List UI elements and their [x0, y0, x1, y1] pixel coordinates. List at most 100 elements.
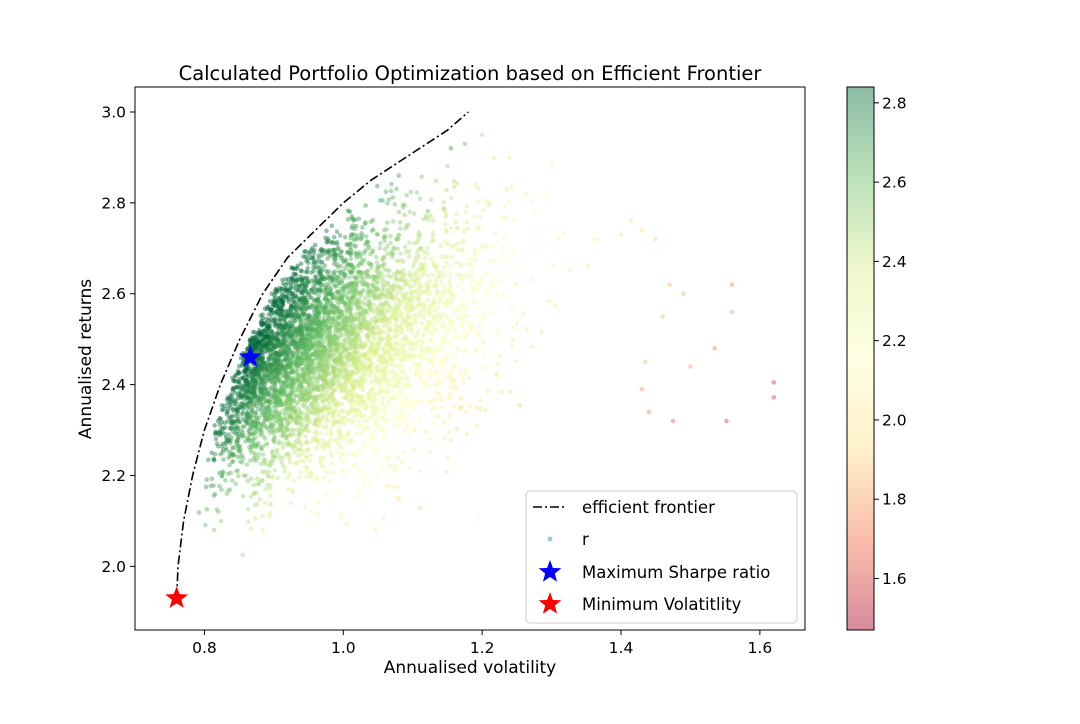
portfolio-point — [387, 445, 393, 451]
portfolio-point — [464, 432, 470, 437]
portfolio-point — [362, 405, 367, 410]
portfolio-point — [362, 414, 367, 419]
portfolio-point — [382, 415, 387, 421]
portfolio-point — [456, 316, 461, 321]
portfolio-point — [375, 392, 380, 397]
portfolio-point — [338, 511, 344, 516]
portfolio-point — [408, 325, 414, 331]
portfolio-point — [415, 268, 420, 273]
portfolio-point — [454, 332, 459, 337]
portfolio-point — [353, 312, 359, 317]
portfolio-point — [337, 421, 342, 426]
portfolio-point — [196, 510, 202, 515]
portfolio-point — [258, 461, 264, 467]
portfolio-point — [365, 290, 370, 295]
portfolio-point — [448, 298, 454, 304]
portfolio-point — [451, 377, 457, 383]
portfolio-point — [388, 233, 393, 239]
portfolio-point — [431, 353, 436, 359]
portfolio-point — [448, 379, 454, 385]
portfolio-point — [729, 309, 735, 315]
portfolio-point — [499, 278, 505, 284]
portfolio-point — [349, 437, 354, 443]
portfolio-point — [406, 314, 412, 319]
portfolio-point — [475, 311, 481, 316]
portfolio-point — [441, 300, 447, 306]
portfolio-point — [509, 252, 515, 257]
portfolio-point — [501, 294, 506, 300]
portfolio-point — [436, 272, 441, 278]
portfolio-point — [412, 427, 418, 433]
portfolio-point — [405, 320, 411, 326]
portfolio-point — [217, 483, 222, 489]
portfolio-point — [514, 268, 519, 274]
portfolio-point — [369, 228, 375, 234]
portfolio-point — [381, 388, 387, 393]
portfolio-point — [298, 469, 303, 475]
portfolio-point — [435, 307, 440, 312]
portfolio-point — [381, 366, 387, 372]
portfolio-point — [276, 454, 282, 459]
portfolio-point — [474, 423, 480, 428]
portfolio-point — [381, 428, 387, 434]
portfolio-point — [502, 243, 507, 249]
portfolio-point — [349, 214, 355, 219]
portfolio-point — [471, 298, 477, 304]
portfolio-point — [430, 359, 436, 365]
portfolio-point — [358, 384, 363, 390]
portfolio-point — [439, 254, 444, 260]
portfolio-point — [396, 380, 401, 386]
portfolio-point — [457, 260, 463, 266]
portfolio-point — [483, 245, 489, 250]
portfolio-point — [340, 420, 346, 425]
portfolio-point — [428, 337, 434, 342]
portfolio-point — [411, 314, 416, 320]
portfolio-point — [419, 340, 424, 346]
portfolio-point — [320, 413, 326, 419]
portfolio-point — [371, 392, 377, 398]
portfolio-point — [431, 362, 437, 368]
portfolio-point — [412, 306, 418, 311]
portfolio-point — [357, 409, 363, 414]
portfolio-point — [366, 391, 372, 397]
portfolio-point — [373, 448, 379, 453]
portfolio-point — [268, 511, 273, 516]
portfolio-point — [349, 369, 355, 374]
portfolio-point — [364, 405, 369, 411]
portfolio-point — [523, 191, 529, 197]
portfolio-point — [362, 400, 368, 405]
portfolio-point — [458, 318, 464, 324]
portfolio-point — [311, 283, 317, 288]
portfolio-point — [380, 387, 385, 393]
portfolio-point — [424, 246, 430, 251]
portfolio-point — [312, 274, 318, 280]
portfolio-point — [217, 470, 222, 476]
portfolio-point — [416, 302, 421, 308]
portfolio-point — [513, 282, 518, 288]
portfolio-point — [204, 477, 210, 482]
portfolio-point — [425, 357, 431, 362]
portfolio-point — [411, 211, 417, 216]
portfolio-point — [373, 366, 379, 372]
portfolio-point — [381, 235, 387, 241]
portfolio-point — [363, 220, 368, 225]
portfolio-point — [239, 411, 245, 417]
portfolio-point — [403, 317, 408, 322]
portfolio-point — [433, 370, 439, 375]
portfolio-point — [457, 396, 463, 401]
portfolio-point — [318, 459, 323, 464]
portfolio-point — [437, 346, 443, 352]
portfolio-point — [436, 392, 441, 397]
portfolio-point — [424, 287, 429, 293]
portfolio-point — [473, 287, 478, 292]
portfolio-point — [422, 255, 428, 261]
portfolio-point — [347, 407, 352, 413]
portfolio-point — [417, 312, 422, 317]
portfolio-point — [383, 358, 388, 364]
portfolio-point — [401, 341, 407, 347]
portfolio-point — [348, 232, 354, 238]
portfolio-point — [473, 330, 479, 335]
portfolio-point — [458, 406, 463, 411]
portfolio-point — [490, 244, 495, 250]
